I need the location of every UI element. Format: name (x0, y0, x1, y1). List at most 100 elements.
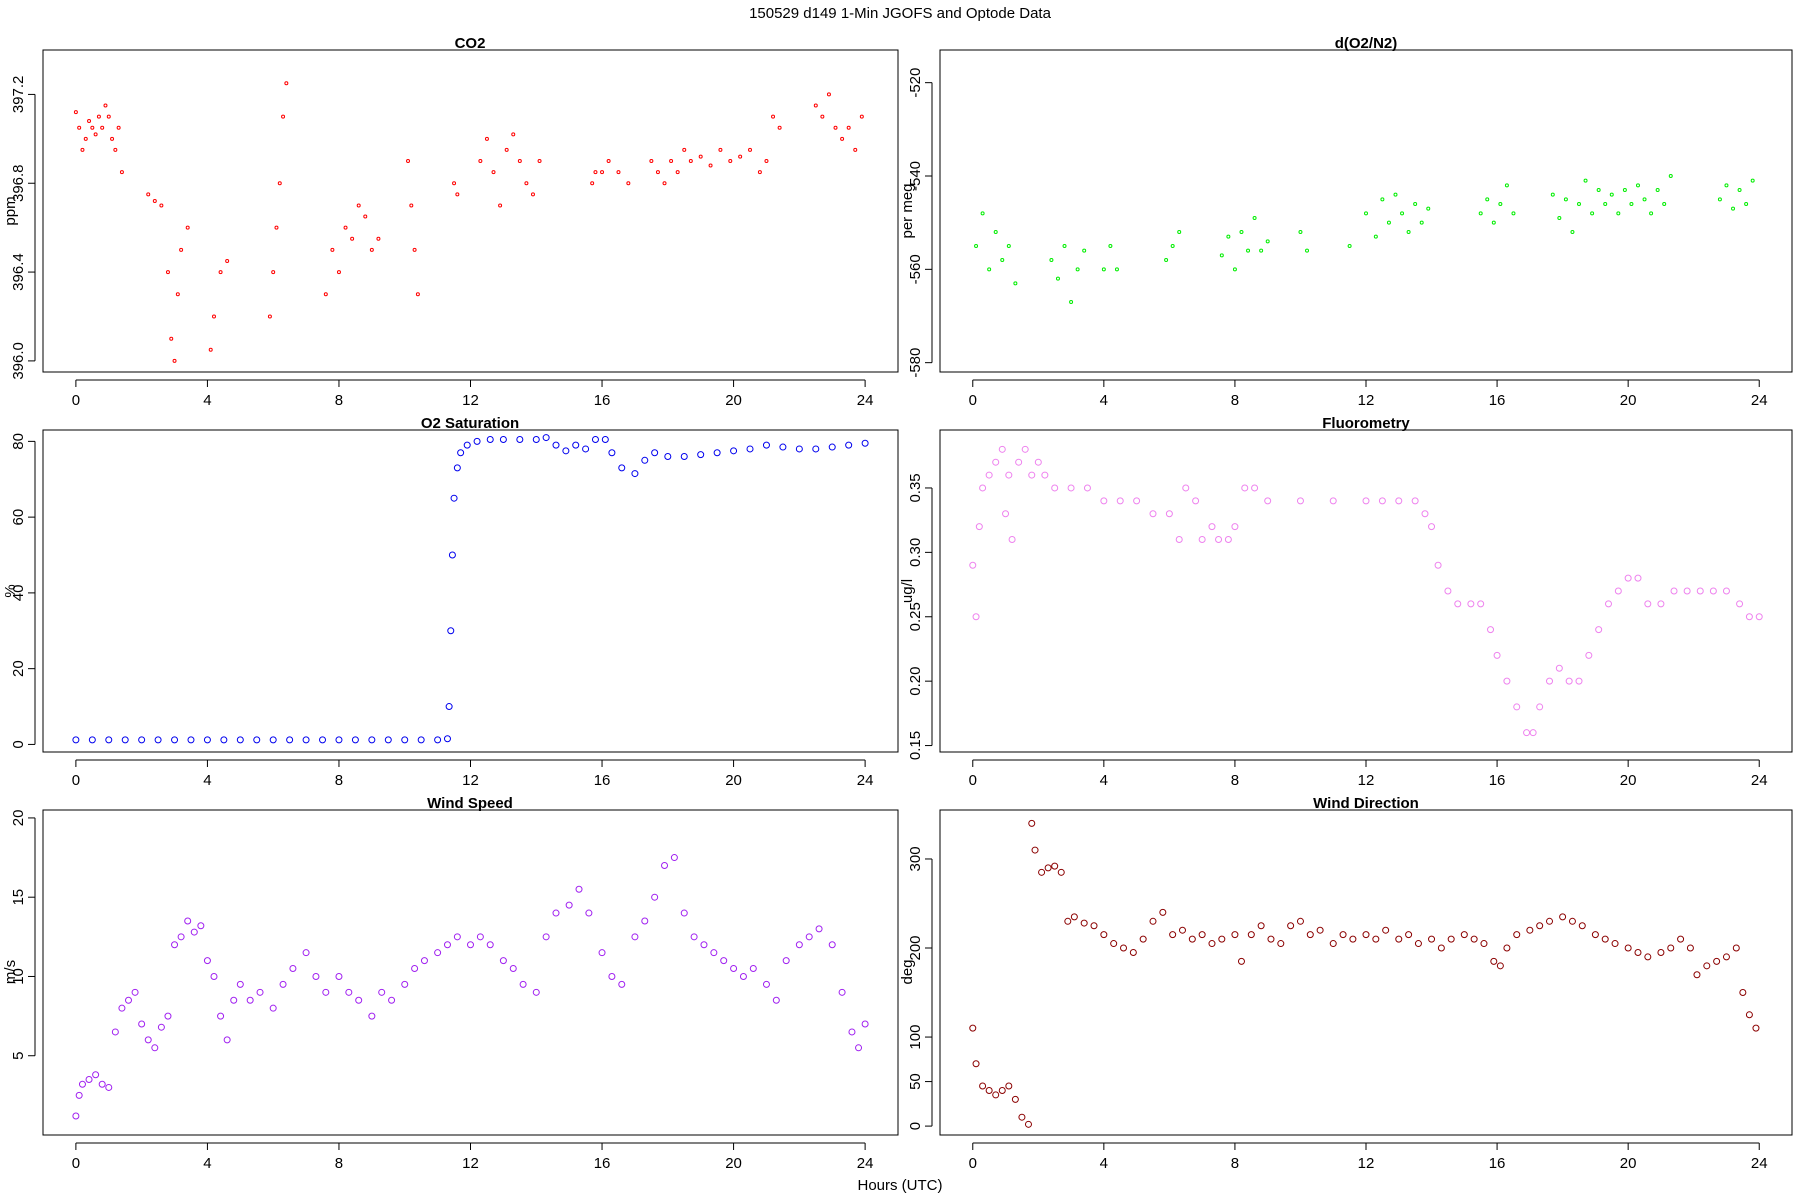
wspd-data-point (184, 917, 192, 925)
fluor-data-point (1467, 600, 1475, 608)
co2-x-tick-label: 20 (725, 392, 742, 409)
wdir-data-point (992, 1091, 1000, 1099)
wspd-data-point (197, 922, 205, 930)
wdir-data-point (1110, 940, 1118, 948)
o2sat-x-tick-label: 4 (203, 772, 211, 789)
wspd-data-point (815, 925, 823, 933)
do2n2-data-point (1373, 234, 1378, 239)
do2n2-data-point (1662, 202, 1667, 206)
co2-data-point (336, 270, 341, 275)
wspd-data-point (565, 901, 573, 909)
o2sat-x-tick-label: 24 (857, 772, 874, 789)
do2n2-data-point (1504, 183, 1509, 188)
fluor-data-point (1041, 471, 1049, 479)
fluor-points (969, 445, 1763, 737)
fluor-data-point (1745, 613, 1753, 621)
o2sat-data-point (664, 453, 672, 461)
co2-data-point (537, 159, 542, 164)
wspd-data-point (618, 980, 626, 988)
wdir-data-point (1306, 931, 1314, 939)
co2-data-point (369, 247, 374, 252)
co2-data-point (764, 159, 769, 164)
co2-data-point (330, 247, 335, 252)
fluor-data-point (1634, 574, 1642, 582)
do2n2-data-point (1577, 202, 1581, 206)
o2sat-x-tick-label: 20 (725, 772, 742, 789)
do2n2-data-point (1737, 188, 1742, 192)
wdir-data-point (1713, 957, 1721, 965)
wspd-plot-frame (42, 809, 899, 1136)
o2sat-y-axis: 0 20 40 60 80 (10, 433, 36, 749)
o2sat-y-tick-label: 0 (10, 740, 27, 748)
co2-data-point (284, 81, 289, 86)
wdir-data-point (1044, 864, 1052, 872)
wdir-data-point (1188, 935, 1196, 943)
wspd-data-point (388, 996, 396, 1004)
co2-data-point (277, 181, 282, 186)
wspd-data-point (355, 996, 363, 1004)
co2-points (73, 81, 864, 363)
co2-data-point (498, 203, 503, 208)
fluor-data-point (1264, 497, 1272, 505)
co2-data-point (73, 110, 78, 115)
wdir-data-point (1247, 931, 1255, 939)
fluor-data-point (1015, 458, 1023, 466)
do2n2-data-point (1583, 178, 1588, 183)
co2-data-point (826, 92, 831, 97)
fluor-data-point (1051, 484, 1059, 492)
o2sat-plot-frame (42, 429, 899, 753)
wspd-data-point (710, 949, 718, 957)
co2-x-tick-label: 24 (857, 392, 874, 409)
co2-data-point (110, 136, 115, 141)
do2n2-y-tick-label: -580 (907, 348, 924, 378)
co2-data-point (225, 258, 230, 263)
do2n2-data-point (1629, 202, 1634, 206)
wdir-plot-frame (939, 809, 1793, 1136)
fluor-data-point (979, 484, 987, 492)
do2n2-data-point (1419, 220, 1424, 225)
do2n2-x-tick-label: 4 (1100, 392, 1108, 409)
o2sat-data-point (138, 736, 146, 744)
o2sat-ylabel: % (2, 584, 19, 597)
o2sat-data-point (368, 736, 376, 744)
fluor-data-point (1224, 535, 1232, 543)
wspd-data-point (138, 1020, 146, 1028)
o2sat-data-point (680, 453, 688, 461)
o2sat-data-point (861, 439, 869, 447)
do2n2-data-point (1485, 197, 1490, 202)
fluor-data-point (1604, 600, 1612, 608)
wdir-data-point (1064, 917, 1072, 925)
co2-data-point (113, 147, 118, 152)
wspd-data-point (749, 965, 757, 973)
wspd-y-axis: 5 10 15 20 (10, 810, 36, 1060)
wspd-data-point (670, 854, 678, 862)
wspd-data-point (641, 917, 649, 925)
o2sat-data-point (335, 736, 343, 744)
o2sat-data-point (845, 441, 853, 449)
wspd-data-point (772, 996, 780, 1004)
do2n2-data-point (974, 244, 979, 248)
o2sat-data-point (601, 435, 609, 443)
figure-xlabel: Hours (UTC) (858, 1177, 943, 1194)
wspd-y-tick-label: 15 (10, 889, 27, 906)
o2sat-data-point (779, 443, 787, 451)
wdir-data-point (1231, 931, 1239, 939)
wdir-x-tick-label: 12 (1358, 1155, 1375, 1172)
o2sat-data-point (562, 447, 570, 455)
wdir-data-point (1480, 940, 1488, 948)
wspd-data-point (838, 988, 846, 996)
co2-data-point (412, 247, 417, 252)
co2-x-tick-label: 12 (462, 392, 479, 409)
co2-y-tick-label: 396.4 (10, 253, 27, 291)
co2-x-tick-label: 16 (594, 392, 611, 409)
co2-data-point (77, 125, 82, 130)
wspd-data-point (98, 1080, 106, 1088)
o2sat-y-tick-label: 40 (10, 585, 27, 602)
do2n2-data-point (1596, 188, 1601, 192)
o2sat-data-point (713, 449, 721, 457)
wdir-data-point (1405, 931, 1413, 939)
co2-data-point (757, 170, 762, 175)
wspd-data-point (855, 1044, 863, 1052)
do2n2-data-point (1511, 211, 1516, 216)
wdir-data-point (1296, 917, 1304, 925)
